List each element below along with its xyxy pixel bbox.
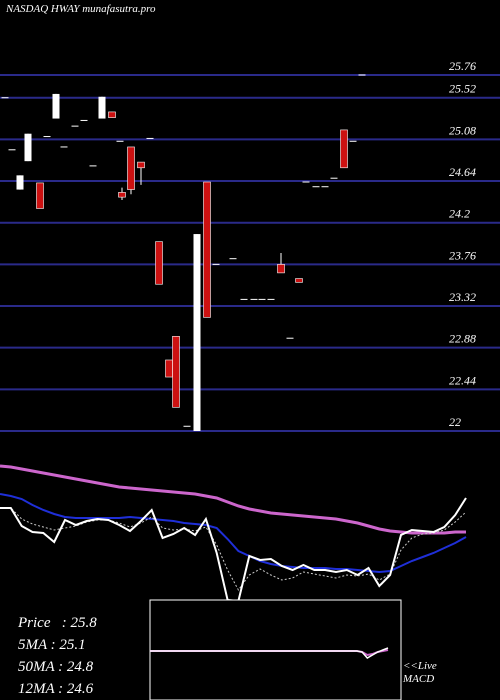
price-value: Price : 25.8	[18, 615, 97, 631]
ma50-value: 50MA : 24.8	[18, 659, 94, 675]
y-tick-label: 22.88	[449, 332, 476, 346]
candle-body	[295, 278, 303, 283]
candle-body	[52, 93, 60, 119]
live-label: <<Live	[403, 660, 437, 672]
candle-body	[277, 264, 285, 274]
ma12-value: 12MA : 24.6	[18, 681, 94, 697]
candle-body	[165, 359, 173, 378]
y-tick-label: 24.64	[449, 165, 476, 179]
y-tick-label: 25.08	[449, 123, 476, 137]
candle-body	[127, 146, 135, 190]
candle-body	[24, 133, 32, 162]
candle-body	[98, 96, 106, 119]
candle-body	[193, 234, 201, 431]
stats-block: Price : 25.8 5MA : 25.1 50MA : 24.8 12MA…	[18, 612, 97, 700]
price-grid	[0, 74, 500, 432]
indicator-panel	[0, 464, 467, 603]
y-tick-label: 23.76	[449, 248, 476, 262]
y-tick-label: 25.52	[449, 82, 476, 96]
y-tick-label: 25.76	[449, 59, 476, 73]
macd-text-label: MACD	[403, 673, 435, 685]
candle-body	[16, 175, 24, 190]
candle-body	[36, 182, 44, 209]
macd-label: <<Live MACD	[403, 660, 437, 686]
y-tick-label: 24.2	[449, 207, 470, 221]
candle-body	[155, 241, 163, 285]
ma-medium-line	[0, 493, 467, 574]
macd-line	[150, 647, 389, 659]
y-axis-tick-labels: 25.76 25.52 25.08 24.64 24.2 23.76 23.32 22.88 2…	[449, 59, 476, 429]
candle-body	[108, 111, 116, 118]
chart-title: NASDAQ HWAY munafasutra.pro	[6, 3, 156, 15]
candle-body	[340, 129, 348, 169]
y-tick-label: 23.32	[449, 290, 476, 304]
y-tick-label: 22.44	[449, 373, 476, 387]
candle-body	[137, 161, 145, 169]
ma-fast-line	[0, 507, 467, 591]
candle-body	[118, 192, 126, 198]
candle-body	[172, 336, 180, 408]
candlestick-series	[1, 74, 366, 431]
y-tick-label: 22	[449, 415, 461, 429]
candle-body	[203, 181, 211, 318]
ma-slow-line	[0, 464, 466, 535]
macd-panel	[149, 599, 402, 700]
price-line	[0, 497, 467, 603]
ma5-value: 5MA : 25.1	[18, 637, 86, 653]
